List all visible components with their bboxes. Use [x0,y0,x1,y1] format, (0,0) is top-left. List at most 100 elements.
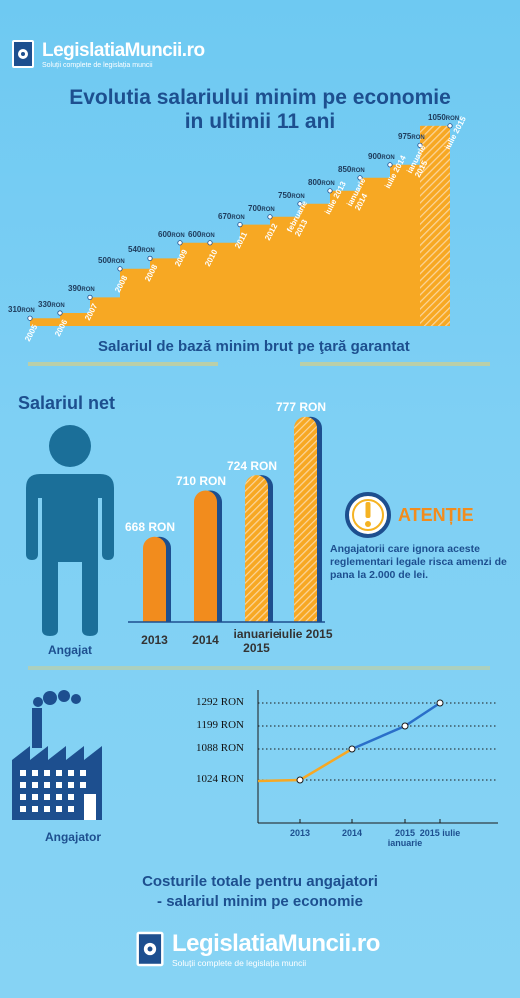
divider [28,666,490,670]
area-value: 600 [158,229,172,239]
area-value-label: 1050RON [428,113,459,122]
area-value: 800 [308,177,322,187]
bar [143,536,166,622]
area-value-unit: RON [351,167,365,174]
bar-value-label: 777 RON [276,400,327,415]
area-point [177,240,183,246]
area-value-unit: RON [411,135,425,142]
area-value: 540 [128,245,142,255]
area-point [327,188,333,194]
divider [28,362,218,366]
footer-logo[interactable]: LegislatiaMuncii.ro Soluții complete de … [134,928,380,970]
divider [300,362,490,366]
line-category-label: 2015 iulie [419,828,461,838]
area-point [87,294,93,300]
area-value: 390 [68,284,82,294]
bar-category-label: iulie 2015 [278,627,333,641]
area-point [207,240,213,246]
area-point [57,310,63,316]
line-category-label: 2013 [289,828,311,838]
area-point [237,222,243,228]
area-value-label: 330RON [38,300,65,309]
minimum-wage-area-chart [27,123,453,326]
area-point [447,123,453,129]
area-value: 750 [278,190,292,200]
area-point [267,214,273,220]
area-value-label: 600RON [188,230,215,239]
area-value-label: 600RON [158,230,185,239]
area-value-unit: RON [321,180,335,187]
page-title: Evolutia salariului minim pe economie in… [0,86,520,134]
line-point [436,699,444,707]
footer-brand-name: LegislatiaMuncii.ro [172,930,380,957]
page-title-line2: in ultimii 11 ani [184,110,336,133]
area-value-label: 540RON [128,245,155,254]
area-value: 1050 [428,112,446,122]
header-logo[interactable]: LegislatiaMuncii.ro Soluții complete de … [10,38,205,70]
area-point [147,255,153,261]
bar [294,416,317,622]
area-value-label: 975RON [398,132,425,141]
area-highlight [420,125,450,326]
area-value: 330 [38,300,52,309]
page-title-line1: Evolutia salariului minim pe economie [69,86,451,109]
area-value-unit: RON [381,154,395,161]
area-value-unit: RON [171,232,185,239]
area-value: 500 [98,255,112,265]
area-value-unit: RON [291,193,305,200]
employer-cost-line-chart [257,690,498,824]
area-value-label: 900RON [368,152,395,161]
area-point [117,266,123,272]
footer-title-line2: - salariul minim pe economie [157,893,363,910]
area-value-label: 670RON [218,212,245,221]
employee-label: Angajat [47,643,92,657]
bar-value-label: 724 RON [227,458,278,473]
area-point [417,142,423,148]
bar-value-label: 668 RON [125,520,176,535]
employer-label: Angajator [44,830,101,844]
area-value-label: 750RON [278,191,305,200]
area-value: 310 [8,305,22,315]
brand-tagline: Soluții complete de legislația muncii [42,61,153,69]
area-value-unit: RON [231,214,245,221]
warning-icon [345,492,391,538]
area-value-unit: RON [445,115,460,122]
book-gear-icon [12,40,34,68]
area-value-label: 850RON [338,165,365,174]
area-value: 975 [398,132,412,142]
line-point [296,776,304,784]
book-gear-icon [136,931,164,967]
net-section-title: Salariul net [18,393,116,413]
area-value-label: 700RON [248,204,275,213]
area-value-unit: RON [201,232,215,239]
bar [194,490,217,622]
brand-name: LegislatiaMuncii.ro [42,39,205,61]
area-value: 850 [338,164,352,174]
area-value-unit: RON [141,248,155,255]
warning-title: ATENȚIE [398,505,474,525]
area-value-unit: RON [51,303,65,309]
area-value-label: 390RON [68,284,95,293]
footer-title-line1: Costurile totale pentru angajatori [142,873,378,890]
line-value-label: 1088 RON [196,742,244,754]
area-value: 700 [248,203,262,213]
line-point [348,745,356,753]
bar-category-label: 2013 [141,633,168,647]
bar-value-label: 710 RON [176,474,227,488]
bar [245,475,268,622]
employee-person-icon [26,425,114,636]
line-point [401,722,409,730]
area-value-label: 800RON [308,178,335,187]
area-point [387,162,393,168]
factory-icon [12,690,102,820]
bar-category-label: ianuarie 2015 [233,627,280,655]
bar-category-label: 2014 [192,633,219,647]
warning-text: Angajatorii care ignora aceste reglement… [330,543,507,581]
line-category-label: 2015 ianuarie [387,828,423,848]
line-value-label: 1292 RON [196,696,244,708]
area-point [297,201,303,207]
area-point [27,315,33,321]
area-value: 600 [188,229,202,239]
area-value-unit: RON [21,308,35,315]
area-value-unit: RON [81,287,95,294]
